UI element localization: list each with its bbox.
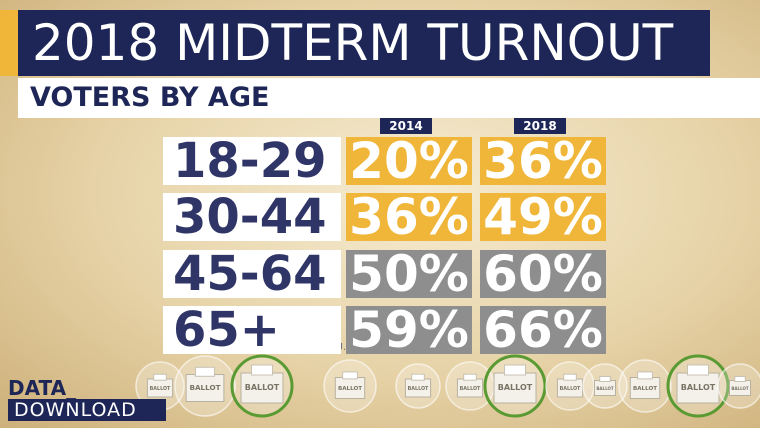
ballot-box [185, 374, 225, 402]
value-cell: 50% [346, 249, 472, 299]
value-cell: 36% [480, 136, 606, 186]
ballot-paper [504, 364, 526, 376]
ballot-text: BALLOT [498, 383, 533, 392]
column-header: 2014 [380, 118, 432, 134]
value-cell: 66% [480, 305, 606, 355]
value-cell: 59% [346, 305, 472, 355]
ballot-paper [563, 373, 577, 381]
logo-bottom: DOWNLOAD [8, 399, 166, 421]
value-cell: 36% [346, 192, 472, 242]
ballot-text: BALLOT [460, 386, 481, 392]
ballot-paper [153, 373, 167, 381]
row-label: 30-44 [163, 193, 341, 241]
ballot-text: BALLOT [190, 383, 221, 392]
accent-stripe [0, 10, 18, 76]
row-label: 18-29 [163, 137, 341, 185]
ballot-paper [195, 366, 215, 377]
title: 2018 MIDTERM TURNOUT [18, 10, 710, 76]
ballot-paper [734, 376, 746, 382]
row-label: 65+ [163, 306, 341, 354]
ballot-paper [687, 364, 709, 376]
value-cell: 20% [346, 136, 472, 186]
ballot-text: BALLOT [408, 386, 429, 392]
ballot-text: BALLOT [245, 383, 280, 392]
row-label: 45-64 [163, 250, 341, 298]
logo-top: DATA_ [8, 376, 77, 400]
ballot-paper [637, 371, 653, 380]
ballot-paper [463, 373, 477, 381]
ballot-text: BALLOT [681, 383, 716, 392]
ballot-text: BALLOT [633, 386, 657, 392]
ballot-box [676, 372, 720, 404]
value-cell: 60% [480, 249, 606, 299]
ballot-paper [411, 373, 425, 381]
ballot-paper [342, 371, 358, 380]
ballot-text: BALLOT [338, 386, 362, 392]
subtitle: VOTERS BY AGE [18, 78, 760, 118]
column-header: 2018 [514, 118, 566, 134]
ballot-row: BALLOT BALLOT BALLOT BALLOT BALLOT BALLOT BALL… [135, 354, 760, 418]
ballot-text: BALLOT [596, 386, 614, 391]
ballot-paper [251, 364, 273, 376]
ballot-text: BALLOT [560, 386, 581, 392]
ballot-text: BALLOT [150, 386, 171, 392]
ballot-paper [599, 376, 611, 382]
ballot-text: BALLOT [731, 386, 749, 391]
value-cell: 49% [480, 192, 606, 242]
